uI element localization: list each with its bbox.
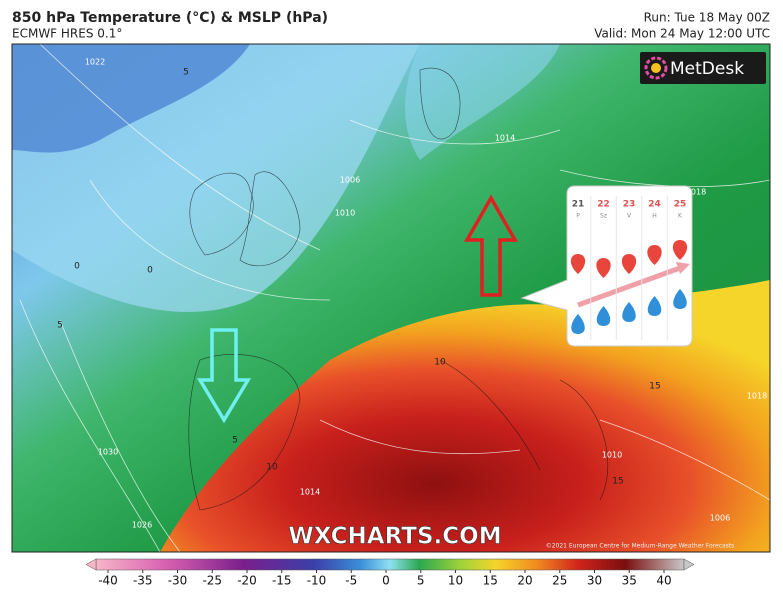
temperature-drop <box>621 254 637 274</box>
weekday: K <box>678 213 683 220</box>
day-number: 25 <box>674 200 687 210</box>
colorbar-tick-label: 10 <box>448 574 463 588</box>
colorbar-tick-label: 5 <box>417 574 425 588</box>
day-number: 21 <box>572 200 585 210</box>
weekday: P <box>576 213 580 220</box>
temperature-drop <box>570 254 586 274</box>
isobar-label: 1030 <box>98 448 118 457</box>
temperature-label: 0 <box>74 262 80 272</box>
weekday: H <box>652 213 657 220</box>
temperature-drop <box>596 258 611 278</box>
map-frame <box>11 43 771 553</box>
temperature-label: 5 <box>57 321 63 331</box>
warm-air <box>160 280 770 552</box>
cold-core <box>12 44 250 153</box>
rain-drop <box>647 296 662 316</box>
rain-drop <box>596 306 611 326</box>
isobar-label: 1006 <box>340 176 360 185</box>
weekday: V <box>627 213 632 220</box>
forecast-callout: 21 P 22 Sz 23 V 24 H 25 K <box>520 185 693 347</box>
day-number: 22 <box>597 200 610 210</box>
coastlines <box>188 67 609 511</box>
colorbar-max-cap <box>683 558 695 571</box>
logo-text: MetDesk <box>670 59 744 79</box>
title: 850 hPa Temperature (°C) & MSLP (hPa) <box>12 10 328 26</box>
cold-north <box>405 44 560 160</box>
colorbar-min-cap <box>85 558 97 571</box>
temperature-drop <box>672 240 688 260</box>
temperature-label: 15 <box>612 477 623 487</box>
rain-drop <box>673 289 687 309</box>
watermark: WXCHARTS.COM <box>288 524 501 550</box>
cooling-arrow <box>196 328 252 424</box>
temperature-drop <box>647 245 662 265</box>
copyright: ©2021 European Centre for Medium-Range W… <box>546 543 735 550</box>
colorbar-tick-label: 0 <box>382 574 390 588</box>
temperature-label: 15 <box>649 382 660 392</box>
colorbar-tick-label: -20 <box>237 574 257 588</box>
colorbar-tick-label: -40 <box>98 574 118 588</box>
valid-time: Valid: Mon 24 May 12:00 UTC <box>594 27 770 41</box>
isobar-label: 1026 <box>132 521 152 530</box>
temperature-label: 10 <box>266 463 278 473</box>
day-number: 23 <box>623 200 636 210</box>
temperature-label: 5 <box>232 436 238 446</box>
colorbar-tick-label: 35 <box>622 574 637 588</box>
isobar-label: 1010 <box>335 209 355 218</box>
rain-drop <box>622 302 636 322</box>
logo: MetDesk <box>640 52 766 84</box>
colorbar-tick-label: 25 <box>552 574 567 588</box>
isobar-label: 1014 <box>300 488 320 497</box>
subtitle: ECMWF HRES 0.1° <box>12 27 122 41</box>
day-number: 24 <box>648 200 661 210</box>
colorbar-tick-label: 30 <box>587 574 602 588</box>
isobar-label: 1006 <box>710 514 730 523</box>
colorbar <box>95 558 685 571</box>
colorbar-tick-label: -25 <box>202 574 222 588</box>
colorbar-tick-label: 40 <box>656 574 671 588</box>
isobar-label: 1022 <box>85 58 105 67</box>
temperature-label: 0 <box>147 266 153 276</box>
colorbar-tick-label: -5 <box>345 574 357 588</box>
colorbar-tick-label: -35 <box>133 574 153 588</box>
isobar-label: 1018 <box>686 188 706 197</box>
isobar-label: 1014 <box>495 134 515 143</box>
rain-drop <box>571 314 585 334</box>
temperature-label: 10 <box>434 358 446 368</box>
isobar-label: 1010 <box>602 451 622 460</box>
isobar-label: 1018 <box>747 392 767 401</box>
run-time: Run: Tue 18 May 00Z <box>644 11 770 25</box>
colorbar-tick-label: 20 <box>517 574 532 588</box>
temperature-label: 5 <box>183 68 189 78</box>
colorbar-tick-label: -10 <box>307 574 327 588</box>
colorbar-tick-label: 15 <box>483 574 498 588</box>
weekday: Sz <box>600 213 607 220</box>
warming-arrow <box>463 194 519 297</box>
colorbar-tick-label: -30 <box>168 574 188 588</box>
colorbar-tick-label: -15 <box>272 574 292 588</box>
